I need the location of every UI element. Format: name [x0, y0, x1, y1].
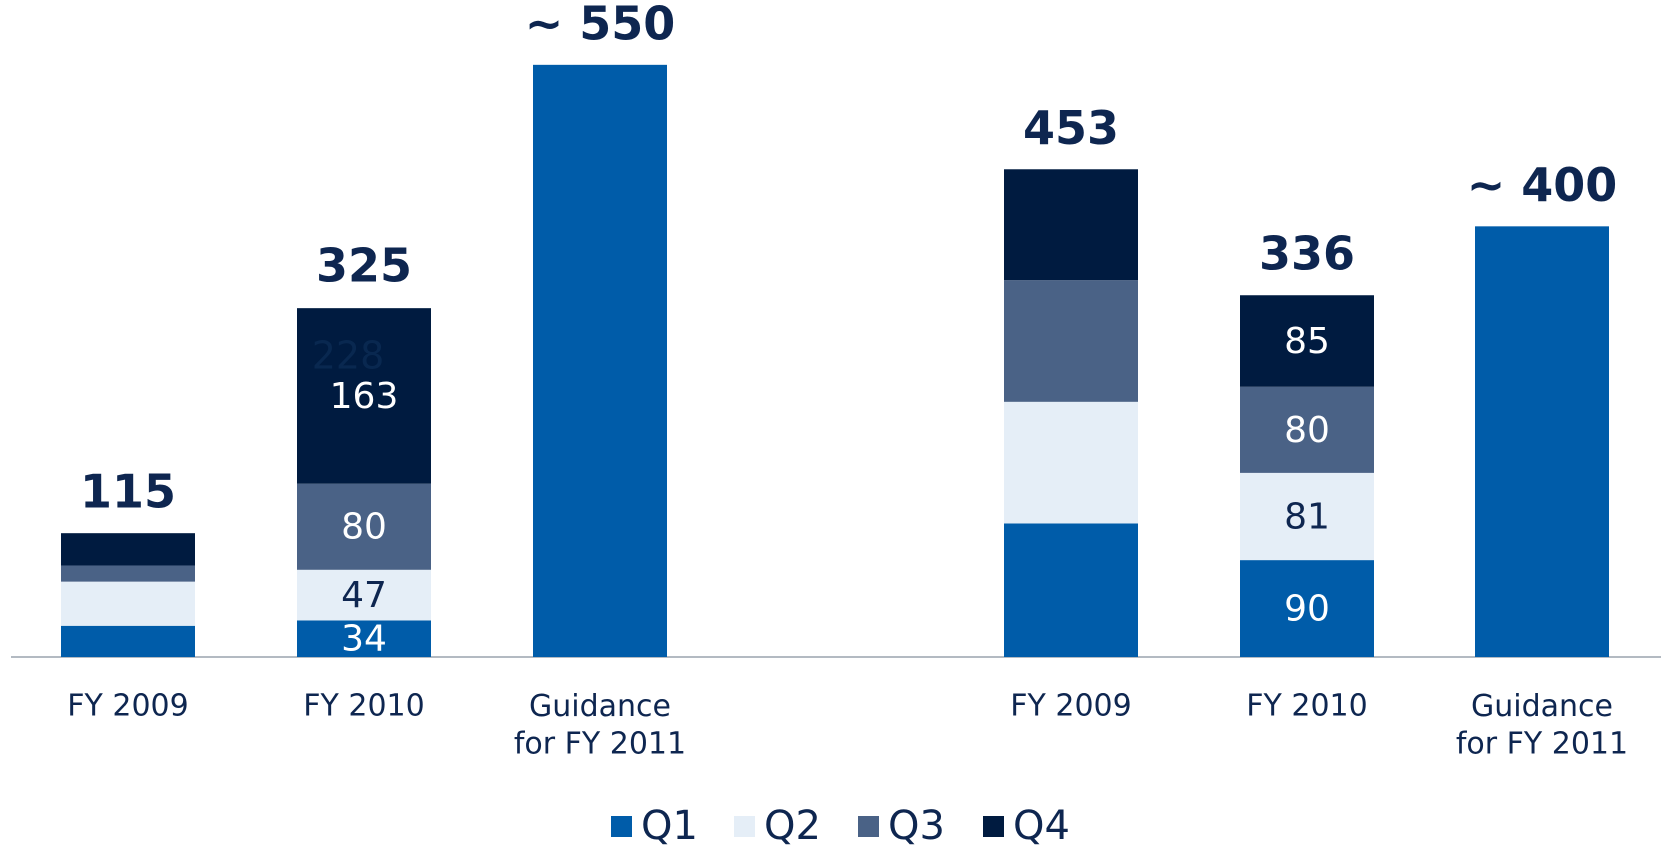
x-tick-label: FY 2009 [1010, 689, 1131, 724]
total-label: 453 [1023, 101, 1119, 155]
x-tick-label: Guidance for FY 2011 [514, 689, 686, 762]
bar-segment [1004, 523, 1138, 657]
data-label: 34 [341, 619, 387, 660]
bar-segment [1240, 386, 1374, 473]
x-tick-label: FY 2010 [1246, 689, 1367, 724]
total-label: ~ 400 [1467, 158, 1618, 212]
bar-segment [297, 308, 431, 484]
data-label: 163 [330, 376, 399, 417]
total-label: ~ 550 [525, 0, 676, 50]
annotation: 228 [312, 334, 385, 378]
bar-segment [61, 581, 195, 626]
legend-label: Q3 [888, 803, 945, 849]
legend-label: Q4 [1013, 803, 1070, 849]
legend-label: Q1 [641, 803, 698, 849]
bar-segment [297, 569, 431, 621]
bar-segment [61, 625, 195, 657]
x-tick-label: Guidance for FY 2011 [1456, 689, 1628, 762]
bar-segment [1004, 401, 1138, 524]
total-label: 325 [316, 239, 412, 293]
legend-label: Q2 [764, 803, 821, 849]
bar-segment [1475, 226, 1609, 658]
data-label: 85 [1284, 321, 1330, 362]
data-label: 80 [1284, 410, 1330, 451]
x-tick-label: FY 2010 [303, 689, 424, 724]
data-label: 47 [341, 575, 387, 616]
x-tick-label: FY 2009 [67, 689, 188, 724]
legend-swatch [983, 816, 1004, 837]
legend-swatch [858, 816, 879, 837]
data-label: 81 [1284, 496, 1330, 537]
total-label: 336 [1259, 227, 1355, 281]
bar-segment [1240, 472, 1374, 561]
bar-segment [61, 533, 195, 566]
bar-segment [1004, 280, 1138, 402]
data-label: 90 [1284, 589, 1330, 630]
bar-segment [1004, 169, 1138, 281]
bar-segment [61, 565, 195, 582]
bar-segment [297, 483, 431, 570]
data-label: 80 [341, 507, 387, 548]
total-label: 115 [80, 465, 176, 519]
bar-segment [1240, 295, 1374, 387]
bar-segment [533, 64, 667, 658]
bar-segment [297, 620, 431, 657]
legend-swatch [734, 816, 755, 837]
bar-segment [1240, 560, 1374, 657]
legend-swatch [611, 816, 632, 837]
